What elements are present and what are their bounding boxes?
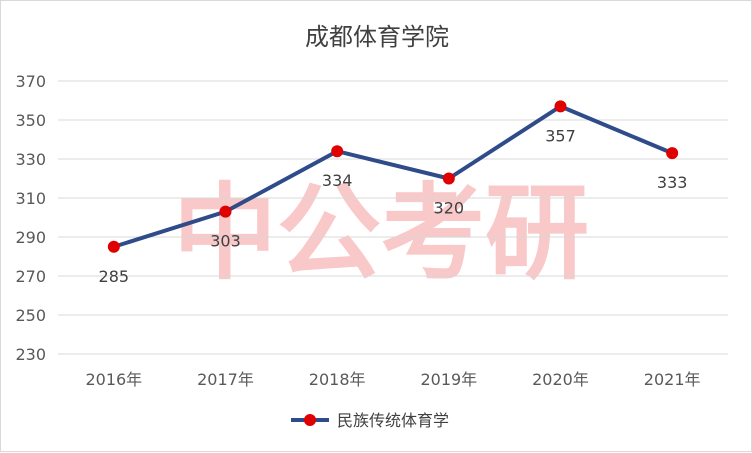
data-point[interactable] (666, 147, 679, 160)
data-label: 320 (434, 199, 465, 218)
legend[interactable]: 民族传统体育学 (291, 411, 449, 430)
data-label: 357 (545, 126, 576, 145)
y-tick-label: 270 (15, 267, 46, 286)
data-point[interactable] (331, 145, 344, 158)
series-line (111, 104, 675, 249)
y-tick-label: 330 (15, 150, 46, 169)
data-point[interactable] (554, 100, 567, 113)
x-axis-tick-labels: 2016年 2017年 2018年 2019年 2020年 2021年 (85, 370, 700, 389)
data-point[interactable] (107, 240, 120, 253)
y-tick-label: 230 (15, 345, 46, 364)
y-axis-tick-labels: 230 250 270 290 310 330 350 370 (15, 72, 46, 364)
gridlines (58, 80, 728, 355)
data-label: 333 (657, 173, 688, 192)
legend-dot-marker (304, 414, 316, 426)
chart-title: 成都体育学院 (305, 23, 449, 51)
x-tick-label: 2019年 (420, 370, 477, 389)
y-tick-label: 370 (15, 72, 46, 91)
y-tick-label: 250 (15, 306, 46, 325)
series-line-group (111, 104, 675, 249)
data-point[interactable] (219, 205, 232, 218)
data-labels: 285 303 334 320 357 333 (99, 126, 688, 285)
data-label: 334 (322, 171, 353, 190)
x-tick-label: 2020年 (532, 370, 589, 389)
y-tick-label: 290 (15, 228, 46, 247)
data-points (107, 100, 679, 253)
legend-series-label: 民族传统体育学 (337, 411, 449, 430)
x-tick-label: 2016年 (85, 370, 142, 389)
x-tick-label: 2018年 (309, 370, 366, 389)
y-tick-label: 350 (15, 111, 46, 130)
y-tick-label: 310 (15, 189, 46, 208)
x-tick-label: 2021年 (644, 370, 701, 389)
watermark: 中公考研 (173, 172, 589, 294)
data-label: 285 (99, 267, 130, 286)
data-point[interactable] (442, 172, 455, 185)
data-label: 303 (210, 232, 241, 251)
x-tick-label: 2017年 (197, 370, 254, 389)
